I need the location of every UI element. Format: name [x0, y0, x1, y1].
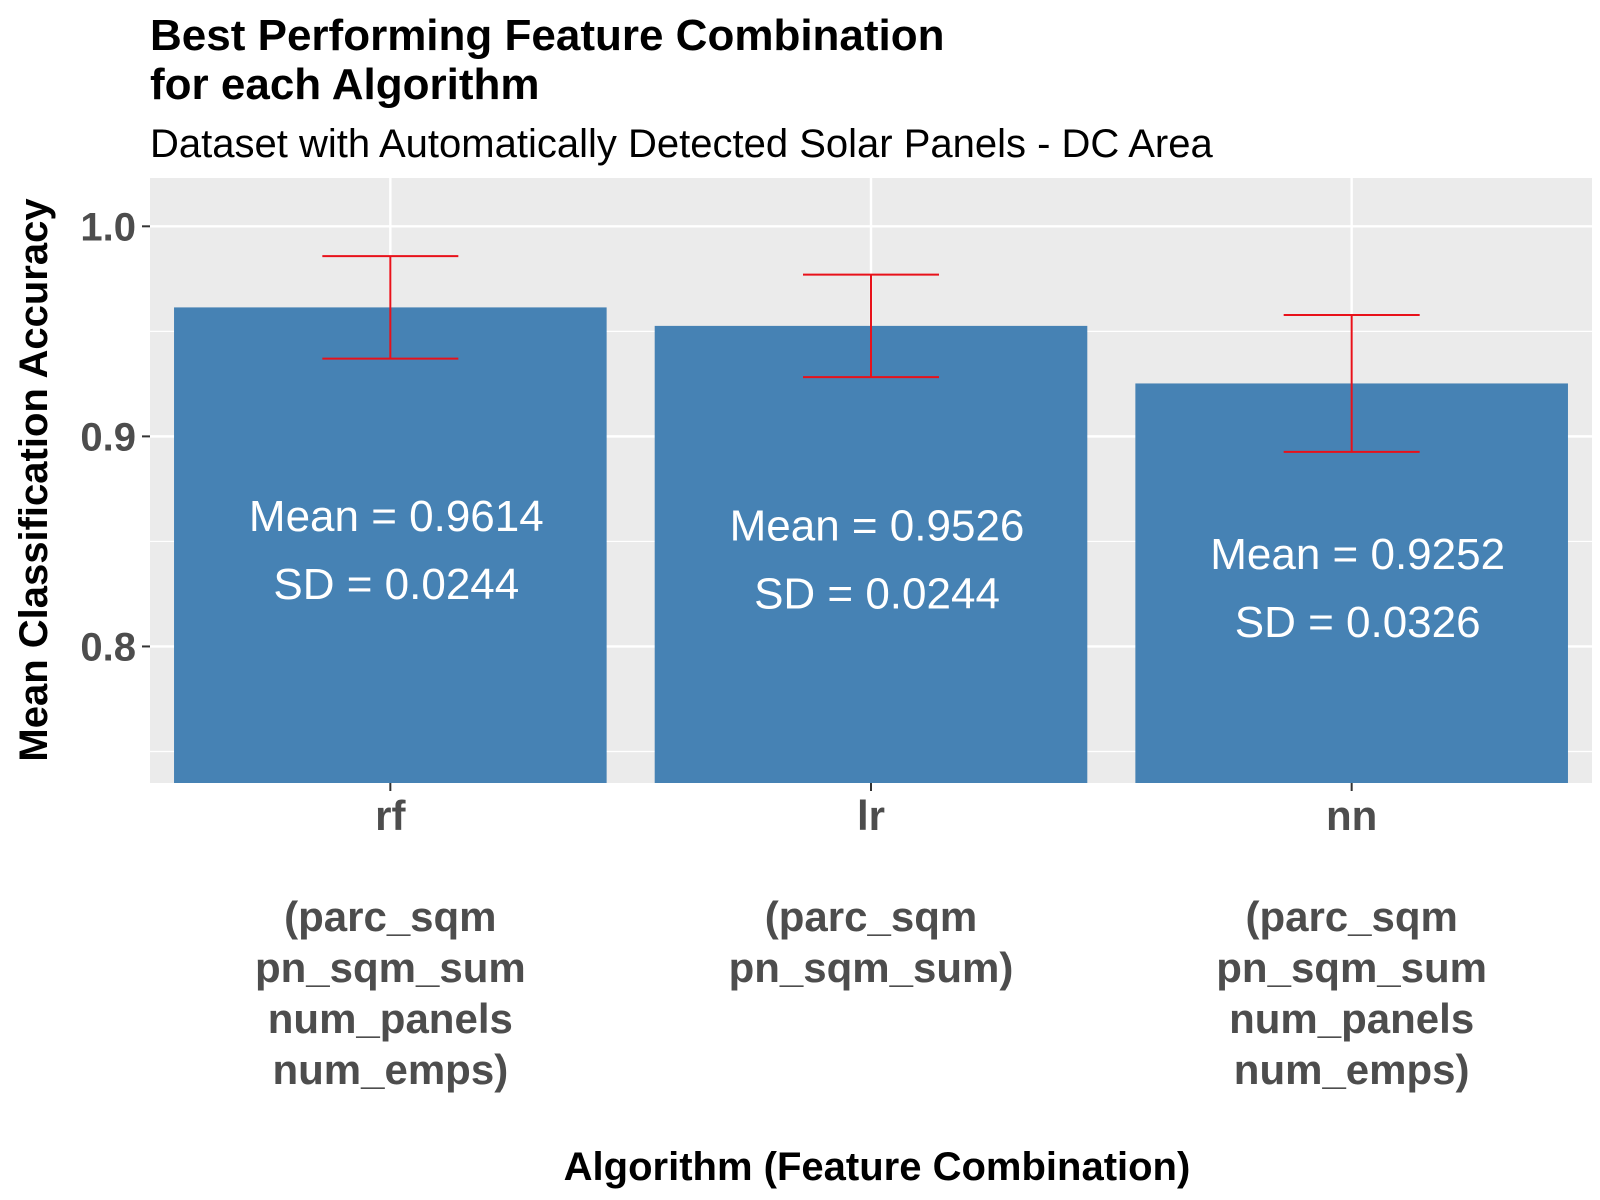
bar-lr: [654, 325, 1088, 783]
error-bar-lr: [803, 273, 939, 379]
x-axis-ticks: rf(parc_sqmpn_sqm_sumnum_panelsnum_emps)…: [255, 783, 1487, 1093]
x-tick-label-rf: rf: [375, 792, 406, 839]
x-axis-title: Algorithm (Feature Combination): [564, 1145, 1191, 1189]
x-tick-feature-line: pn_sqm_sum): [729, 944, 1014, 991]
bars: [174, 307, 1568, 783]
bar-rf: [174, 307, 607, 783]
x-tick-label-lr: lr: [857, 792, 885, 839]
x-tick-feature-line: num_panels: [268, 995, 513, 1042]
bar-label-sd-rf: SD = 0.0244: [273, 560, 519, 609]
error-bar-nn: [1283, 313, 1420, 453]
x-tick-feature-line: (parc_sqm: [765, 893, 977, 940]
error-bars: [322, 255, 1420, 453]
x-tick-feature-line: num_emps): [272, 1046, 508, 1093]
bar-label-mean-lr: Mean = 0.9526: [730, 501, 1025, 550]
y-tick-label: 1.0: [80, 205, 136, 249]
x-tick-feature-line: pn_sqm_sum: [1216, 944, 1487, 991]
bar-label-mean-nn: Mean = 0.9252: [1210, 530, 1505, 579]
y-axis-ticks: 0.8 0.9 1.0: [80, 205, 150, 669]
bar-label-mean-rf: Mean = 0.9614: [249, 492, 544, 541]
y-axis-title: Mean Classification Accuracy: [12, 198, 56, 762]
chart-subtitle: Dataset with Automatically Detected Sola…: [150, 122, 1213, 166]
x-tick-feature-line: (parc_sqm: [1245, 893, 1457, 940]
x-tick-feature-line: (parc_sqm: [284, 893, 496, 940]
y-tick-label: 0.9: [80, 415, 136, 459]
bar-label-sd-nn: SD = 0.0326: [1235, 598, 1481, 647]
x-tick-feature-line: pn_sqm_sum: [255, 944, 526, 991]
x-tick-label-nn: nn: [1326, 792, 1377, 839]
chart-title-line-2: for each Algorithm: [150, 60, 540, 109]
bar-label-sd-lr: SD = 0.0244: [754, 569, 1000, 618]
error-bar-rf: [322, 255, 459, 360]
x-tick-feature-line: num_panels: [1229, 995, 1474, 1042]
x-tick-feature-line: num_emps): [1234, 1046, 1470, 1093]
chart-title-line-1: Best Performing Feature Combination: [150, 11, 945, 60]
y-tick-label: 0.8: [80, 625, 136, 669]
bar-labels: Mean = 0.9614 SD = 0.0244 Mean = 0.9526 SD …: [249, 492, 1505, 647]
